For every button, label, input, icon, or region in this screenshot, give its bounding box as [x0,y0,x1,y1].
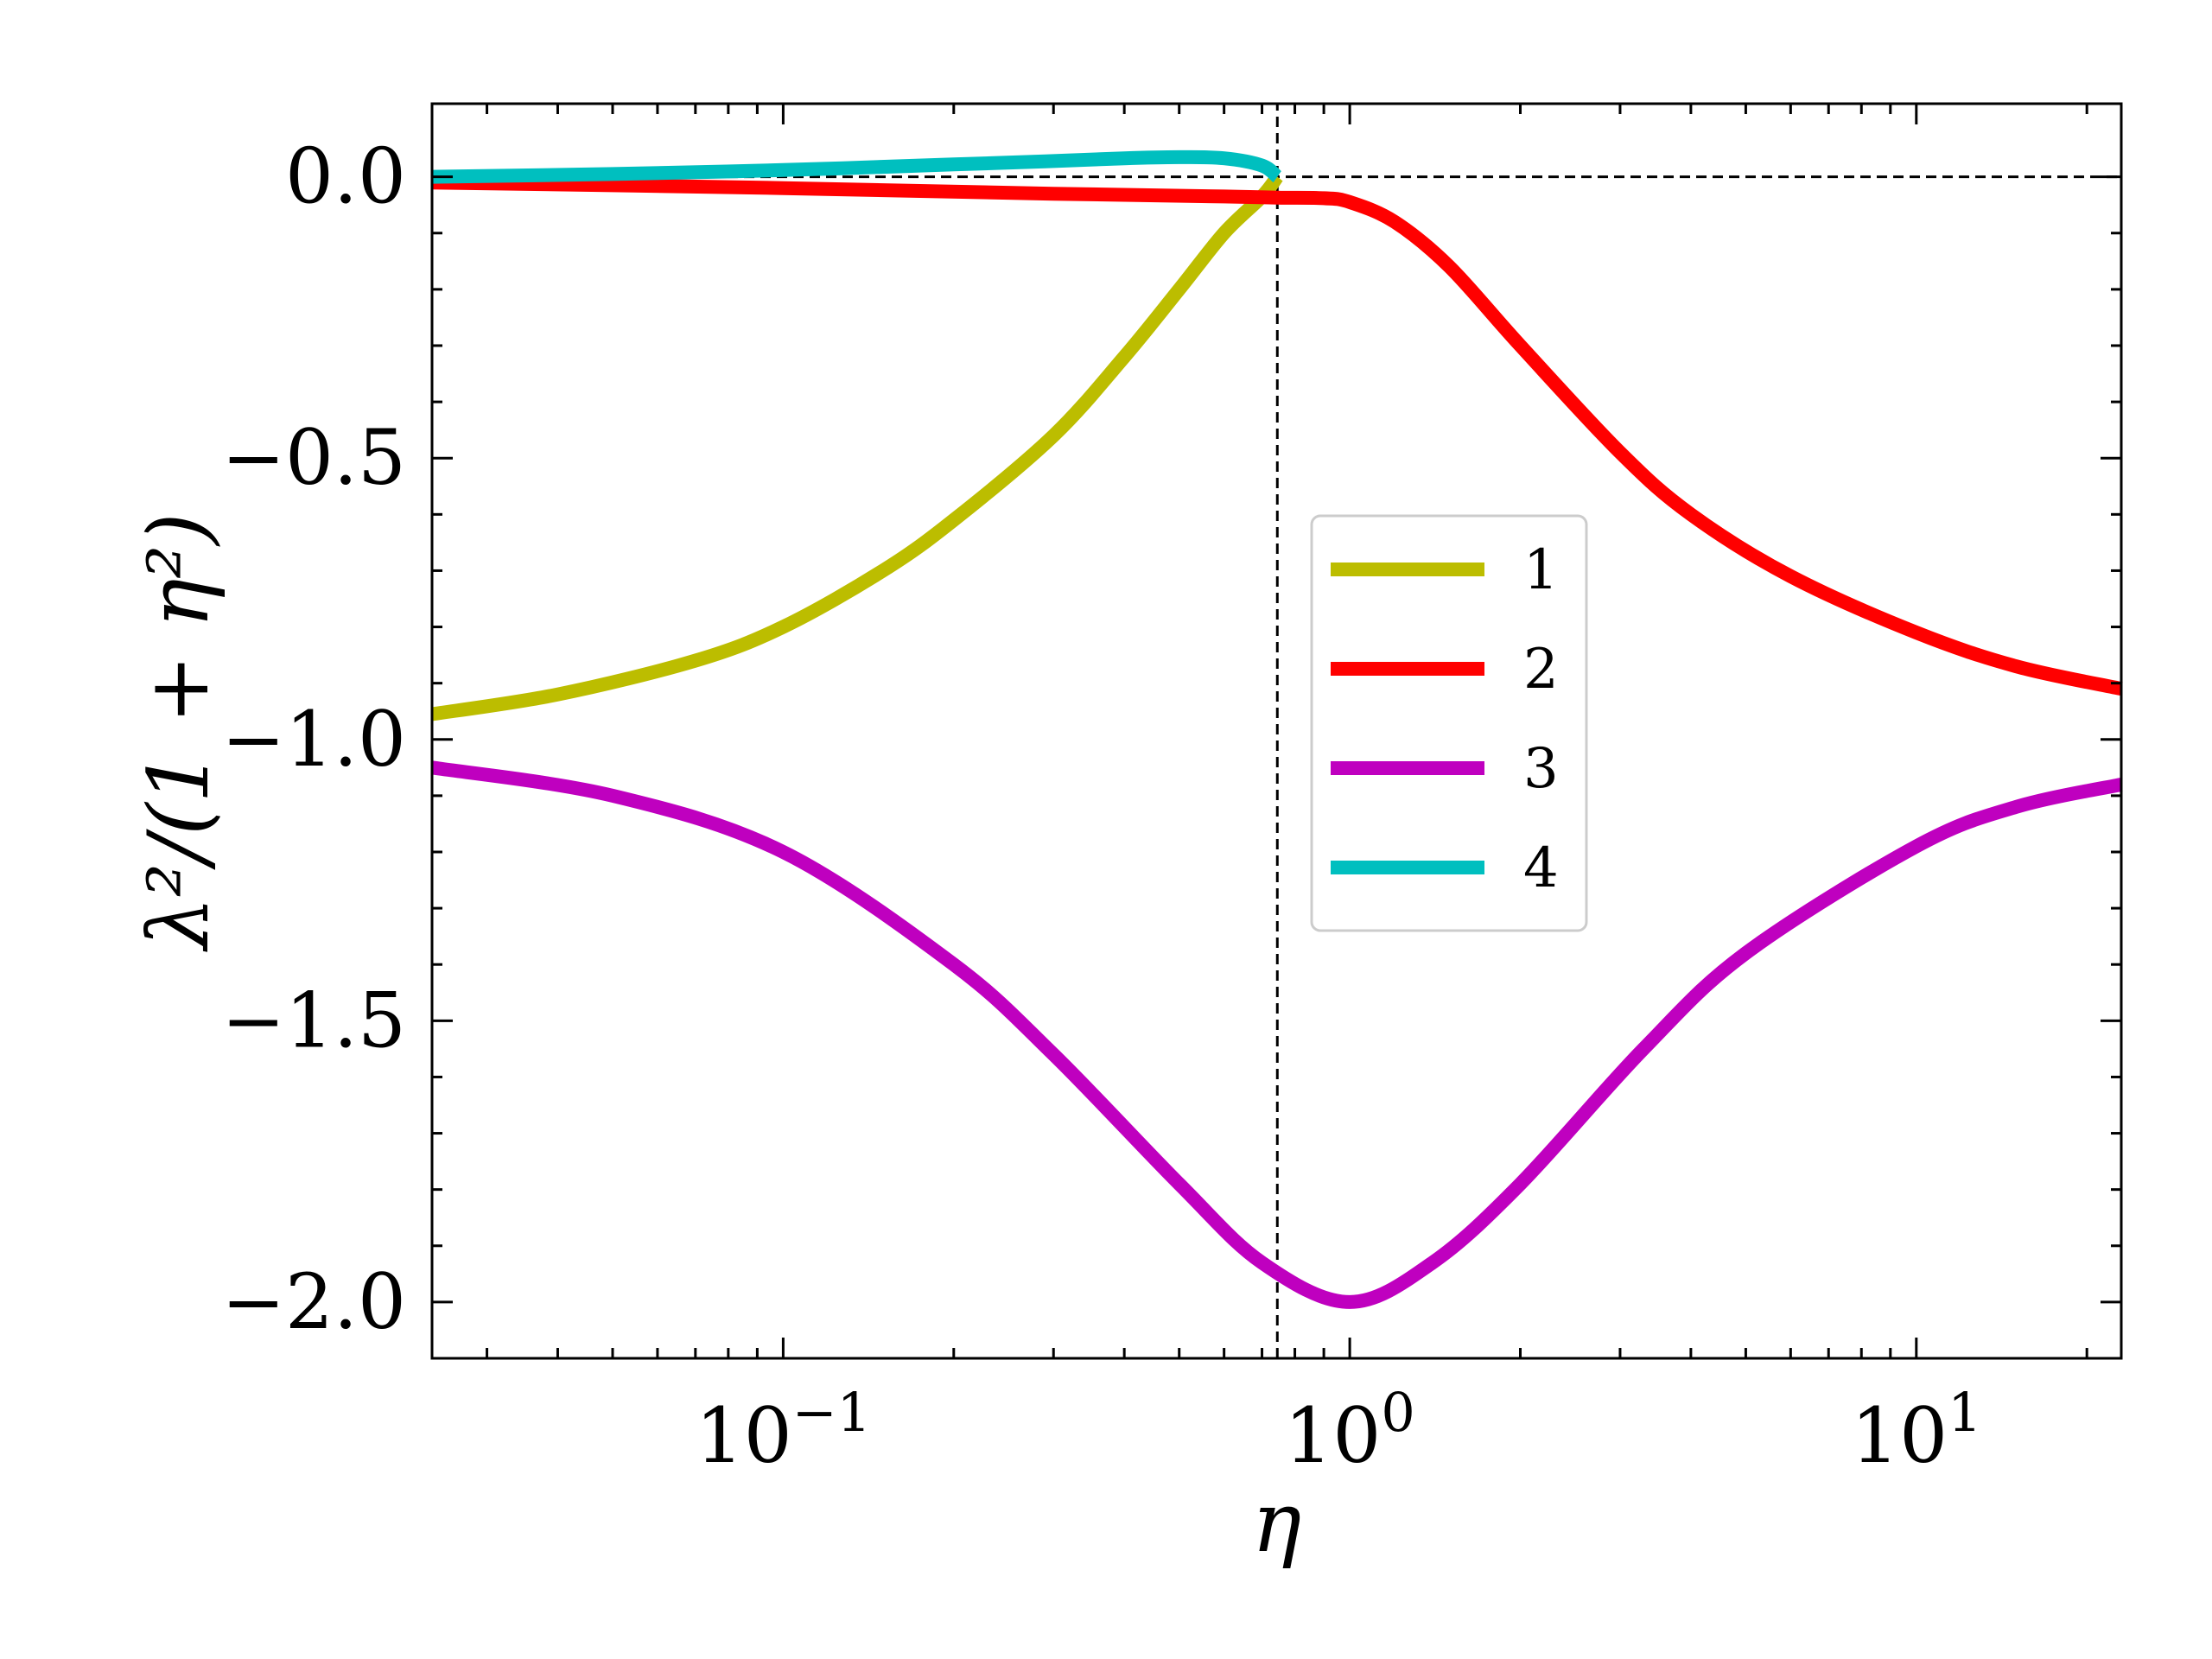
series-lines [430,149,2123,1309]
series-line-1 [430,172,1283,721]
y-axis-label: λ²/(1 + η²) [130,512,227,952]
series-line-3 [430,760,2123,1309]
ticks [432,104,2121,1358]
legend-label-1: 1 [1523,538,1559,602]
reference-lines [432,104,2121,1358]
legend-label-3: 3 [1523,737,1559,801]
y-tick-label: −1.0 [221,695,406,784]
tick-labels: 0.0 −0.5 −1.0 −1.5 −2.0 10−1 100 101 [221,132,1981,1480]
legend-label-2: 2 [1523,638,1559,702]
x-tick-label: 101 [1851,1381,1981,1480]
plot-frame [430,102,2123,1360]
y-tick-label: −0.5 [221,413,406,502]
y-tick-label: −1.5 [221,976,406,1065]
y-tick-label: 0.0 [285,132,406,221]
x-tick-label: 10−1 [696,1381,871,1480]
series-line-4 [431,149,1282,184]
legend: 1 2 3 4 [1310,514,1588,932]
x-axis-label: η [1252,1474,1302,1571]
series-line-2 [431,175,2123,696]
legend-label-4: 4 [1523,836,1559,900]
legend-box [1310,514,1588,932]
y-tick-label: −2.0 [221,1257,406,1346]
x-tick-label: 100 [1284,1381,1414,1480]
